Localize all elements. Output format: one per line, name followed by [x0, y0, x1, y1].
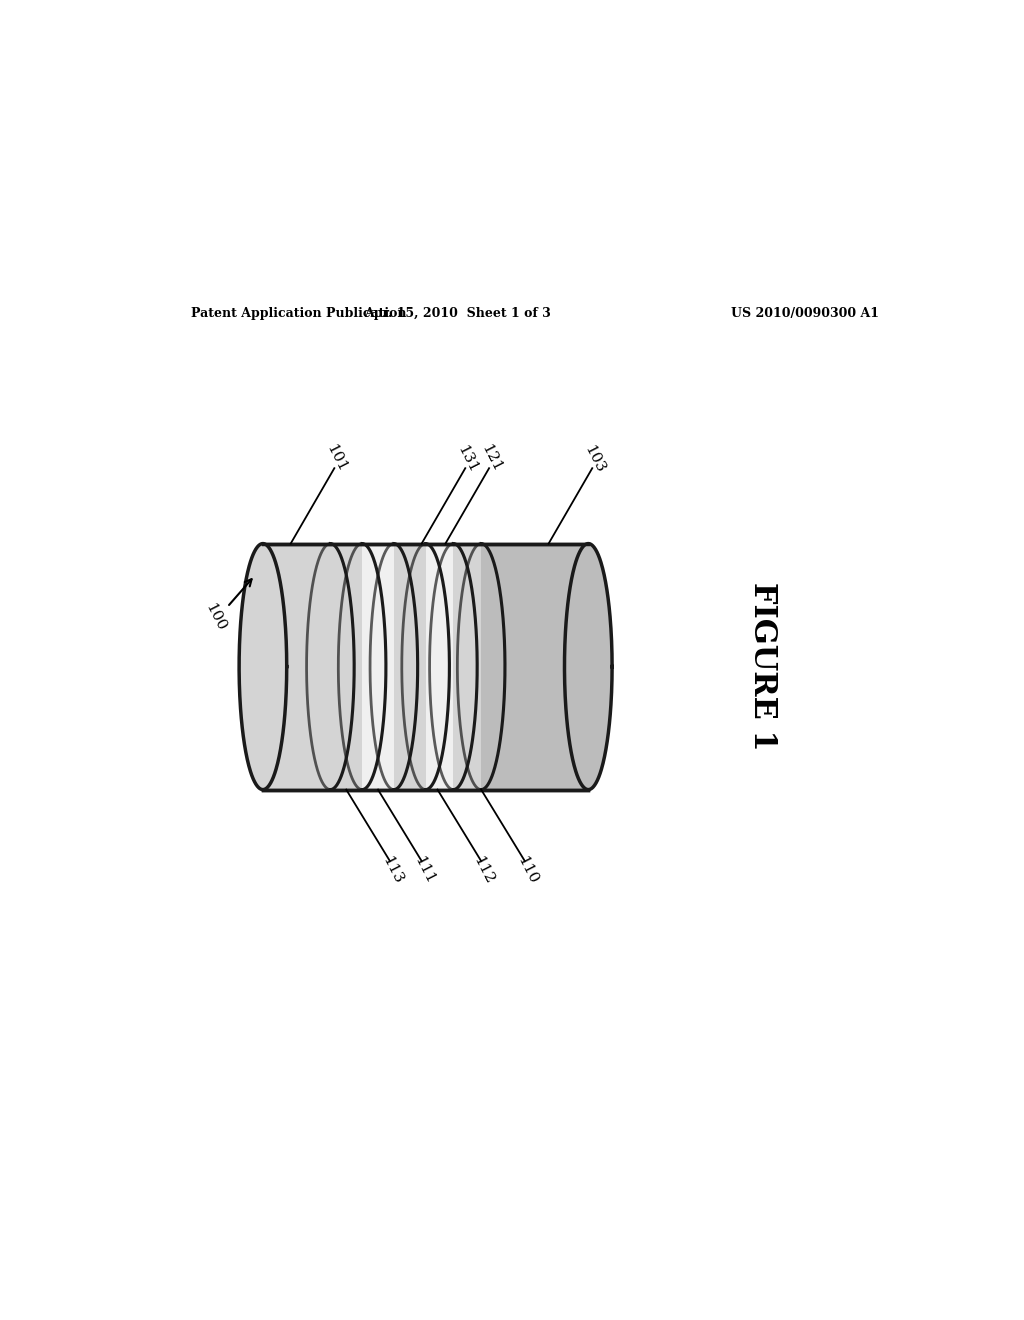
- Text: US 2010/0090300 A1: US 2010/0090300 A1: [731, 308, 880, 319]
- Polygon shape: [263, 544, 331, 789]
- Text: 112: 112: [471, 854, 497, 887]
- Polygon shape: [331, 544, 362, 789]
- Text: 131: 131: [455, 442, 480, 475]
- Text: 110: 110: [514, 854, 540, 887]
- Text: Patent Application Publication: Patent Application Publication: [191, 308, 407, 319]
- Polygon shape: [564, 544, 612, 789]
- Polygon shape: [362, 544, 394, 789]
- Text: 121: 121: [478, 442, 505, 475]
- Text: FIGURE 1: FIGURE 1: [748, 582, 778, 751]
- Polygon shape: [454, 544, 481, 789]
- Text: Apr. 15, 2010  Sheet 1 of 3: Apr. 15, 2010 Sheet 1 of 3: [364, 308, 551, 319]
- Polygon shape: [240, 544, 287, 789]
- Text: 111: 111: [412, 854, 437, 887]
- Text: 113: 113: [380, 854, 406, 887]
- Polygon shape: [394, 544, 426, 789]
- Text: 100: 100: [203, 601, 228, 634]
- Polygon shape: [481, 544, 588, 789]
- Text: 103: 103: [582, 442, 607, 475]
- Polygon shape: [426, 544, 454, 789]
- Text: 101: 101: [324, 442, 349, 475]
